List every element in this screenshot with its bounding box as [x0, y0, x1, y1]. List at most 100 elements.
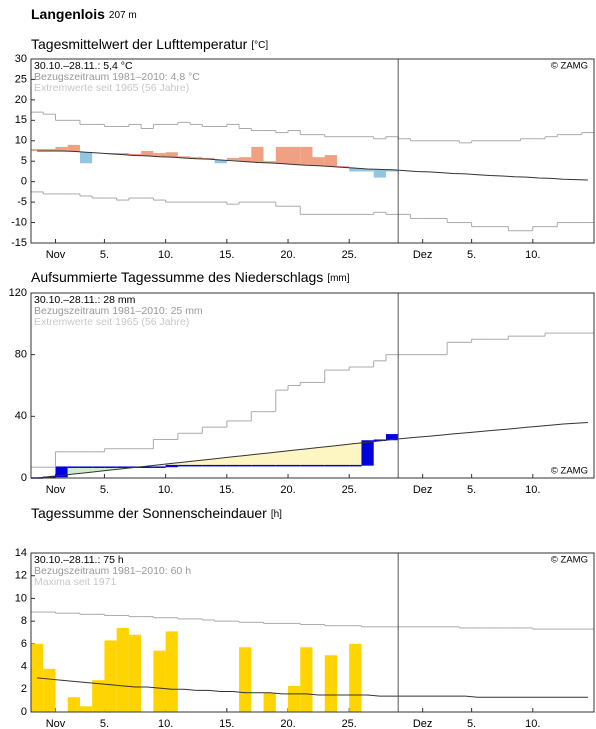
- x-tick-label: 5.: [467, 249, 476, 261]
- deviation-bar: [79, 152, 93, 164]
- x-tick-label: 10.: [158, 249, 173, 261]
- deviation-bar: [226, 157, 240, 161]
- deviation-bar: [336, 166, 350, 168]
- y-tick-label: 20: [15, 94, 27, 106]
- chart-unit: [mm]: [327, 273, 349, 284]
- difference-area: [202, 459, 215, 466]
- difference-area: [67, 467, 80, 474]
- chart-title: Tagesmittelwert der Lufttemperatur [°C]: [31, 36, 268, 52]
- deviation-bar: [275, 146, 289, 164]
- deviation-bar: [153, 153, 166, 157]
- credit: © ZAMG: [551, 555, 588, 566]
- deviation-bar: [141, 151, 154, 156]
- chart-unit: [°C]: [251, 40, 268, 51]
- y-tick-label: 4: [21, 660, 27, 672]
- reference-line: [37, 677, 588, 698]
- x-tick-label: 10.: [525, 718, 540, 729]
- bar: [165, 631, 178, 712]
- x-tick-label: 10.: [158, 718, 173, 729]
- deviation-bar: [324, 155, 337, 167]
- chart-title-text: Aufsummierte Tagessumme des Niederschlag…: [31, 269, 323, 285]
- bar: [263, 692, 276, 712]
- plot-border: [30, 58, 595, 244]
- y-tick-label: 0: [21, 706, 27, 718]
- annotation: Maxima seit 1971: [34, 576, 116, 588]
- x-tick-label: 15.: [219, 718, 234, 729]
- plot-border: [30, 552, 595, 713]
- x-tick-label: 5.: [100, 484, 109, 496]
- station-name: Langenlois 207 m: [31, 6, 137, 22]
- precipitation-bar: [55, 467, 68, 478]
- x-tick-label: 25.: [342, 249, 357, 261]
- annotation: Extremwerte seit 1965 (56 Jahre): [34, 82, 189, 94]
- y-tick-label: 25: [15, 73, 27, 85]
- difference-area: [251, 454, 264, 466]
- precipitation-bar: [165, 465, 178, 468]
- x-tick-label: Nov: [46, 718, 66, 729]
- deviation-bar: [116, 153, 129, 155]
- difference-area: [336, 444, 350, 466]
- y-tick-label: 40: [15, 410, 27, 422]
- difference-area: [324, 446, 337, 466]
- difference-area: [214, 458, 227, 466]
- deviation-bar: [361, 168, 374, 172]
- bar: [116, 627, 129, 712]
- bar: [104, 640, 117, 712]
- station-elevation: 207 m: [109, 10, 137, 21]
- difference-area: [116, 467, 129, 469]
- y-tick-label: 2: [21, 683, 27, 695]
- difference-area: [312, 447, 325, 466]
- annotation: 30.10.–28.11.: 5,4 °C: [34, 60, 133, 72]
- deviation-bar: [165, 152, 178, 158]
- deviation-bar: [190, 157, 203, 159]
- y-tick-label: -15: [11, 237, 27, 249]
- difference-area: [190, 460, 203, 466]
- deviation-bar: [177, 156, 191, 158]
- x-tick-label: 5.: [467, 718, 476, 729]
- bar: [153, 650, 166, 712]
- x-tick-label: 10.: [525, 249, 540, 261]
- reference-line: [37, 422, 588, 479]
- bar: [43, 668, 56, 712]
- y-tick-label: 14: [15, 547, 27, 559]
- y-tick-label: 15: [15, 114, 27, 126]
- y-tick-label: -10: [11, 216, 27, 228]
- y-tick-label: 0: [21, 176, 27, 188]
- y-tick-label: 10: [15, 135, 27, 147]
- difference-area: [263, 452, 276, 466]
- difference-area: [92, 467, 105, 472]
- bar: [67, 697, 80, 712]
- precipitation-bar: [361, 441, 374, 466]
- difference-area: [177, 462, 191, 466]
- deviation-bar: [385, 169, 399, 172]
- deviation-bar: [202, 157, 215, 160]
- difference-area: [165, 463, 178, 466]
- x-tick-label: 20.: [280, 249, 295, 261]
- x-tick-label: Dez: [413, 484, 433, 496]
- x-tick-label: 5.: [467, 484, 476, 496]
- y-tick-label: 10: [15, 592, 27, 604]
- bar: [128, 634, 142, 712]
- annotation: Bezugszeitraum 1981–2010: 25 mm: [34, 305, 203, 317]
- deviation-bar: [43, 148, 56, 151]
- y-tick-label: 8: [21, 615, 27, 627]
- difference-area: [79, 467, 93, 473]
- chart-title-text: Tagesmittelwert der Lufttemperatur: [31, 36, 248, 52]
- deviation-bar: [251, 146, 264, 163]
- plot-border: [30, 292, 595, 479]
- plot-area: [31, 293, 594, 478]
- credit: © ZAMG: [551, 466, 588, 477]
- difference-area: [349, 443, 362, 466]
- deviation-bar: [312, 157, 325, 166]
- annotation: Extremwerte seit 1965 (56 Jahre): [34, 316, 189, 328]
- difference-area: [300, 448, 313, 466]
- chart-unit: [h]: [271, 509, 282, 520]
- annotation: 30.10.–28.11.: 75 h: [34, 554, 124, 566]
- y-tick-label: 0: [21, 472, 27, 484]
- deviation-bar: [128, 153, 142, 156]
- reference-line: [37, 150, 588, 181]
- y-tick-label: 120: [9, 287, 27, 299]
- x-tick-label: 25.: [342, 718, 357, 729]
